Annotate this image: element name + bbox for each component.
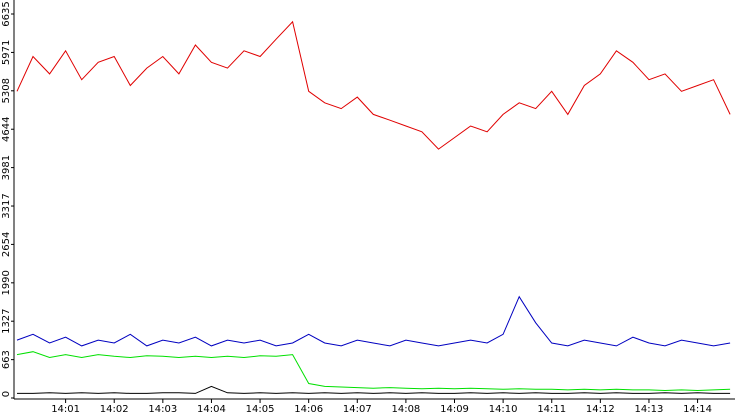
y-tick-label: 6635	[1, 1, 12, 26]
x-tick-label: 14:08	[391, 404, 420, 415]
x-tick-label: 14:14	[683, 404, 712, 415]
series-line	[16, 351, 731, 392]
y-tick-label: 1327	[1, 308, 12, 333]
x-tick-label: 14:07	[343, 404, 372, 415]
y-tick-label: 4644	[1, 117, 12, 142]
y-tick-label: 3317	[1, 193, 12, 218]
y-tick-label: 5308	[1, 78, 12, 103]
y-tick-label: 3981	[1, 155, 12, 180]
series-line	[16, 295, 731, 347]
series-line	[17, 385, 731, 394]
x-tick-label: 14:09	[440, 404, 469, 415]
x-tick-label: 14:05	[246, 404, 275, 415]
x-tick-label: 14:02	[100, 404, 129, 415]
x-tick-label: 14:10	[489, 404, 518, 415]
x-tick-label: 14:12	[586, 404, 615, 415]
x-tick-label: 14:11	[537, 404, 566, 415]
x-tick-label: 14:06	[294, 404, 323, 415]
x-tick-label: 14:04	[197, 404, 226, 415]
x-tick-label: 14:13	[635, 404, 664, 415]
y-tick-label: 0	[1, 391, 12, 397]
y-tick-label: 2654	[1, 232, 12, 257]
y-tick-label: 663	[1, 350, 12, 369]
y-tick-label: 1990	[1, 270, 12, 295]
series-line	[16, 20, 731, 150]
x-tick-label: 14:01	[51, 404, 80, 415]
x-tick-label: 14:03	[148, 404, 177, 415]
y-tick-label: 5971	[1, 40, 12, 65]
